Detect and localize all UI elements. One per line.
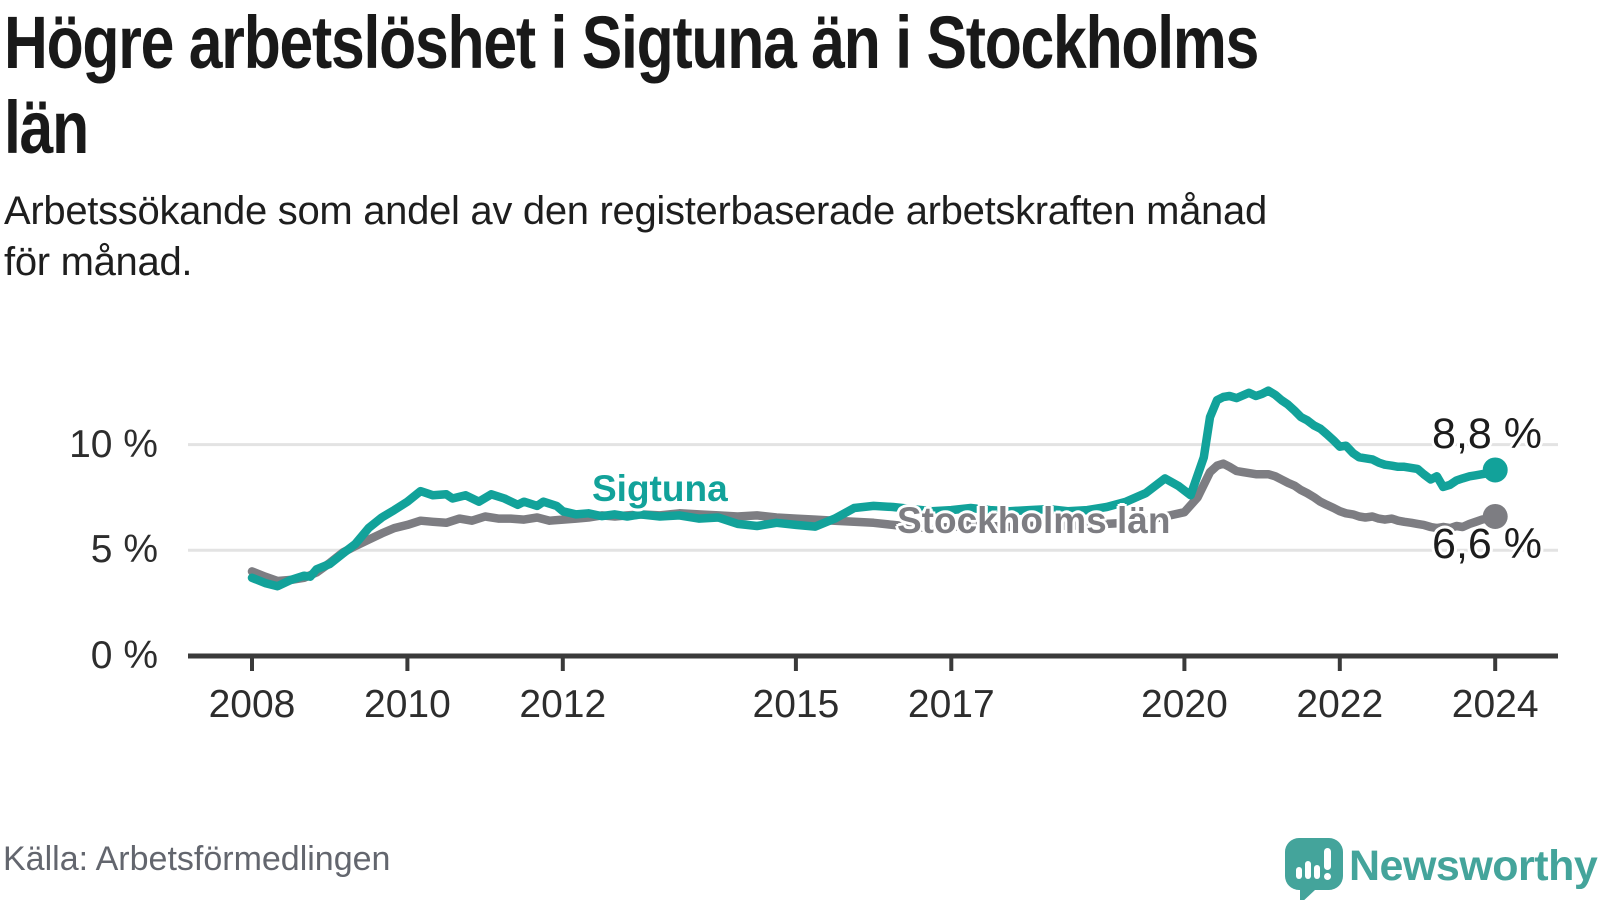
newsworthy-logo[interactable]: Newsworthy bbox=[1285, 836, 1598, 900]
x-axis-tick-label: 2024 bbox=[1451, 683, 1539, 726]
series-label-sigtuna: Sigtuna bbox=[592, 468, 728, 509]
series-line-sigtuna bbox=[247, 386, 1500, 591]
x-axis-tick-label: 2022 bbox=[1296, 683, 1384, 726]
newsworthy-wordmark: Newsworthy bbox=[1349, 842, 1598, 890]
chart-subtitle-line2: för månad. bbox=[4, 240, 193, 284]
series-end-dot-stockholms-l-n bbox=[1482, 503, 1508, 529]
chart-title: Högre arbetslöshet i Sigtuna än i Stockh… bbox=[4, 0, 1259, 170]
y-axis-tick-label: 0 % bbox=[90, 634, 158, 677]
x-axis-tick-label: 2020 bbox=[1141, 683, 1228, 726]
end-value-label-sigtuna: 8,8 % bbox=[1432, 410, 1542, 458]
series-line-stockholms-l-n bbox=[247, 459, 1500, 586]
chart-title-line1: Högre arbetslöshet i Sigtuna än i Stockh… bbox=[4, 1, 1259, 84]
source-attribution: Källa: Arbetsförmedlingen bbox=[3, 840, 391, 878]
x-axis-tick-label: 2012 bbox=[519, 683, 607, 726]
newsworthy-bubble-chart-icon bbox=[1285, 838, 1343, 900]
series-label-stockholms-lan: Stockholms län bbox=[897, 500, 1171, 541]
x-axis-tick-label: 2010 bbox=[364, 683, 451, 726]
chart-subtitle: Arbetssökande som andel av den registerb… bbox=[4, 186, 1267, 288]
x-axis-tick-label: 2017 bbox=[907, 683, 995, 726]
series-end-dot-sigtuna bbox=[1482, 457, 1508, 483]
end-value-label-stockholms-lan: 6,6 % bbox=[1432, 520, 1542, 568]
x-axis-tick-label: 2015 bbox=[752, 683, 840, 726]
x-axis-tick-label: 2008 bbox=[208, 683, 296, 726]
chart-subtitle-line1: Arbetssökande som andel av den registerb… bbox=[4, 189, 1267, 233]
y-axis-tick-label: 5 % bbox=[90, 528, 158, 572]
y-axis-tick-label: 10 % bbox=[69, 422, 158, 466]
chart-title-line2: län bbox=[4, 86, 89, 169]
